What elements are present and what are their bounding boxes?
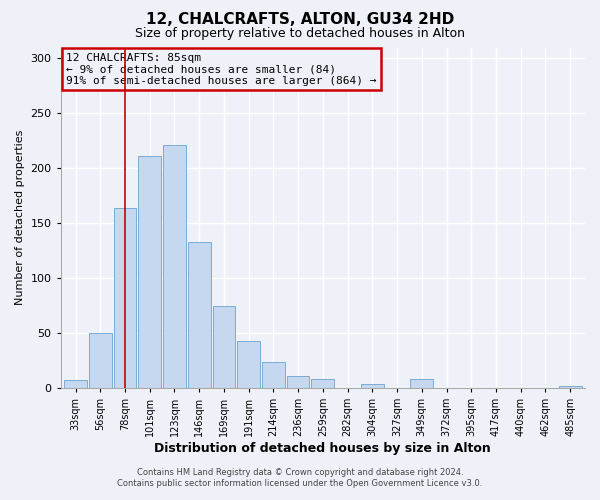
Bar [212,306,235,388]
X-axis label: Distribution of detached houses by size in Alton: Distribution of detached houses by size … [154,442,491,455]
Bar [287,376,310,388]
Bar [410,380,433,388]
Bar [311,380,334,388]
Bar [188,242,211,388]
Text: 12 CHALCRAFTS: 85sqm
← 9% of detached houses are smaller (84)
91% of semi-detach: 12 CHALCRAFTS: 85sqm ← 9% of detached ho… [66,52,376,86]
Bar [559,386,581,388]
Bar [163,146,186,388]
Y-axis label: Number of detached properties: Number of detached properties [15,130,25,306]
Bar [139,156,161,388]
Text: Contains HM Land Registry data © Crown copyright and database right 2024.
Contai: Contains HM Land Registry data © Crown c… [118,468,482,487]
Bar [113,208,136,388]
Bar [64,380,87,388]
Bar [237,341,260,388]
Bar [262,362,285,388]
Text: 12, CHALCRAFTS, ALTON, GU34 2HD: 12, CHALCRAFTS, ALTON, GU34 2HD [146,12,454,28]
Bar [361,384,383,388]
Bar [89,333,112,388]
Text: Size of property relative to detached houses in Alton: Size of property relative to detached ho… [135,28,465,40]
